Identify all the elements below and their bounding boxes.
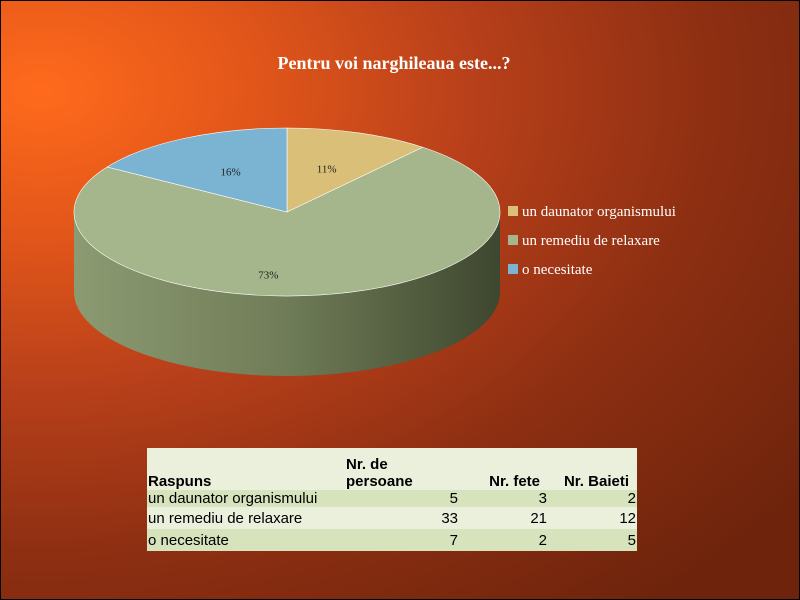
cell-fete: 21 — [459, 507, 548, 529]
pie-side-band — [74, 212, 500, 376]
cell-raspuns: un daunator organismului — [147, 490, 345, 507]
cell-raspuns: un remediu de relaxare — [147, 507, 345, 529]
cell-fete: 3 — [459, 490, 548, 507]
legend-swatch-un-remediu-de-relaxare — [508, 235, 518, 245]
header-nr-baieti: Nr. Baieti — [548, 448, 637, 490]
cell-raspuns: o necesitate — [147, 529, 345, 551]
header-raspuns: Raspuns — [147, 448, 345, 490]
pie-slice-un-remediu-de-relaxare — [73, 146, 501, 297]
cell-fete: 2 — [459, 529, 548, 551]
data-table: Raspuns Nr. de persoane Nr. fete Nr. Bai… — [147, 448, 637, 551]
legend-swatch-un-daunator-organismului — [508, 206, 518, 216]
pie-slice-o-necesitate — [106, 127, 288, 213]
legend-label-un-remediu-de-relaxare: un remediu de relaxare — [522, 233, 660, 249]
data-label-o-necesitate: 16% — [220, 167, 240, 179]
legend: un daunator organismului un remediu de re… — [508, 204, 676, 278]
table-row: un remediu de relaxare 33 21 12 — [147, 507, 637, 529]
data-label-un-daunator-organismului: 11% — [317, 164, 337, 176]
cell-baieti: 12 — [548, 507, 637, 529]
legend-swatch-o-necesitate — [508, 264, 518, 274]
chart-title: Pentru voi narghileaua este...? — [278, 53, 511, 73]
legend-label-o-necesitate: o necesitate — [522, 262, 593, 278]
header-nr-fete: Nr. fete — [459, 448, 548, 490]
legend-label-un-daunator-organismului: un daunator organismului — [522, 204, 676, 220]
cell-persoane: 5 — [345, 490, 459, 507]
pie-chart: Pentru voi narghileaua este...? 11% 73% 16… — [73, 53, 676, 376]
table-row: un daunator organismului 5 3 2 — [147, 490, 637, 507]
cell-persoane: 7 — [345, 529, 459, 551]
pie-slice-un-daunator-organismului — [286, 127, 424, 213]
data-label-un-remediu-de-relaxare: 73% — [258, 269, 278, 281]
table-row: o necesitate 7 2 5 — [147, 529, 637, 551]
header-nr-persoane: Nr. de persoane — [345, 448, 459, 490]
cell-baieti: 2 — [548, 490, 637, 507]
cell-persoane: 33 — [345, 507, 459, 529]
table-header-row: Raspuns Nr. de persoane Nr. fete Nr. Bai… — [147, 448, 637, 490]
pie-3d-side — [74, 212, 500, 376]
cell-baieti: 5 — [548, 529, 637, 551]
